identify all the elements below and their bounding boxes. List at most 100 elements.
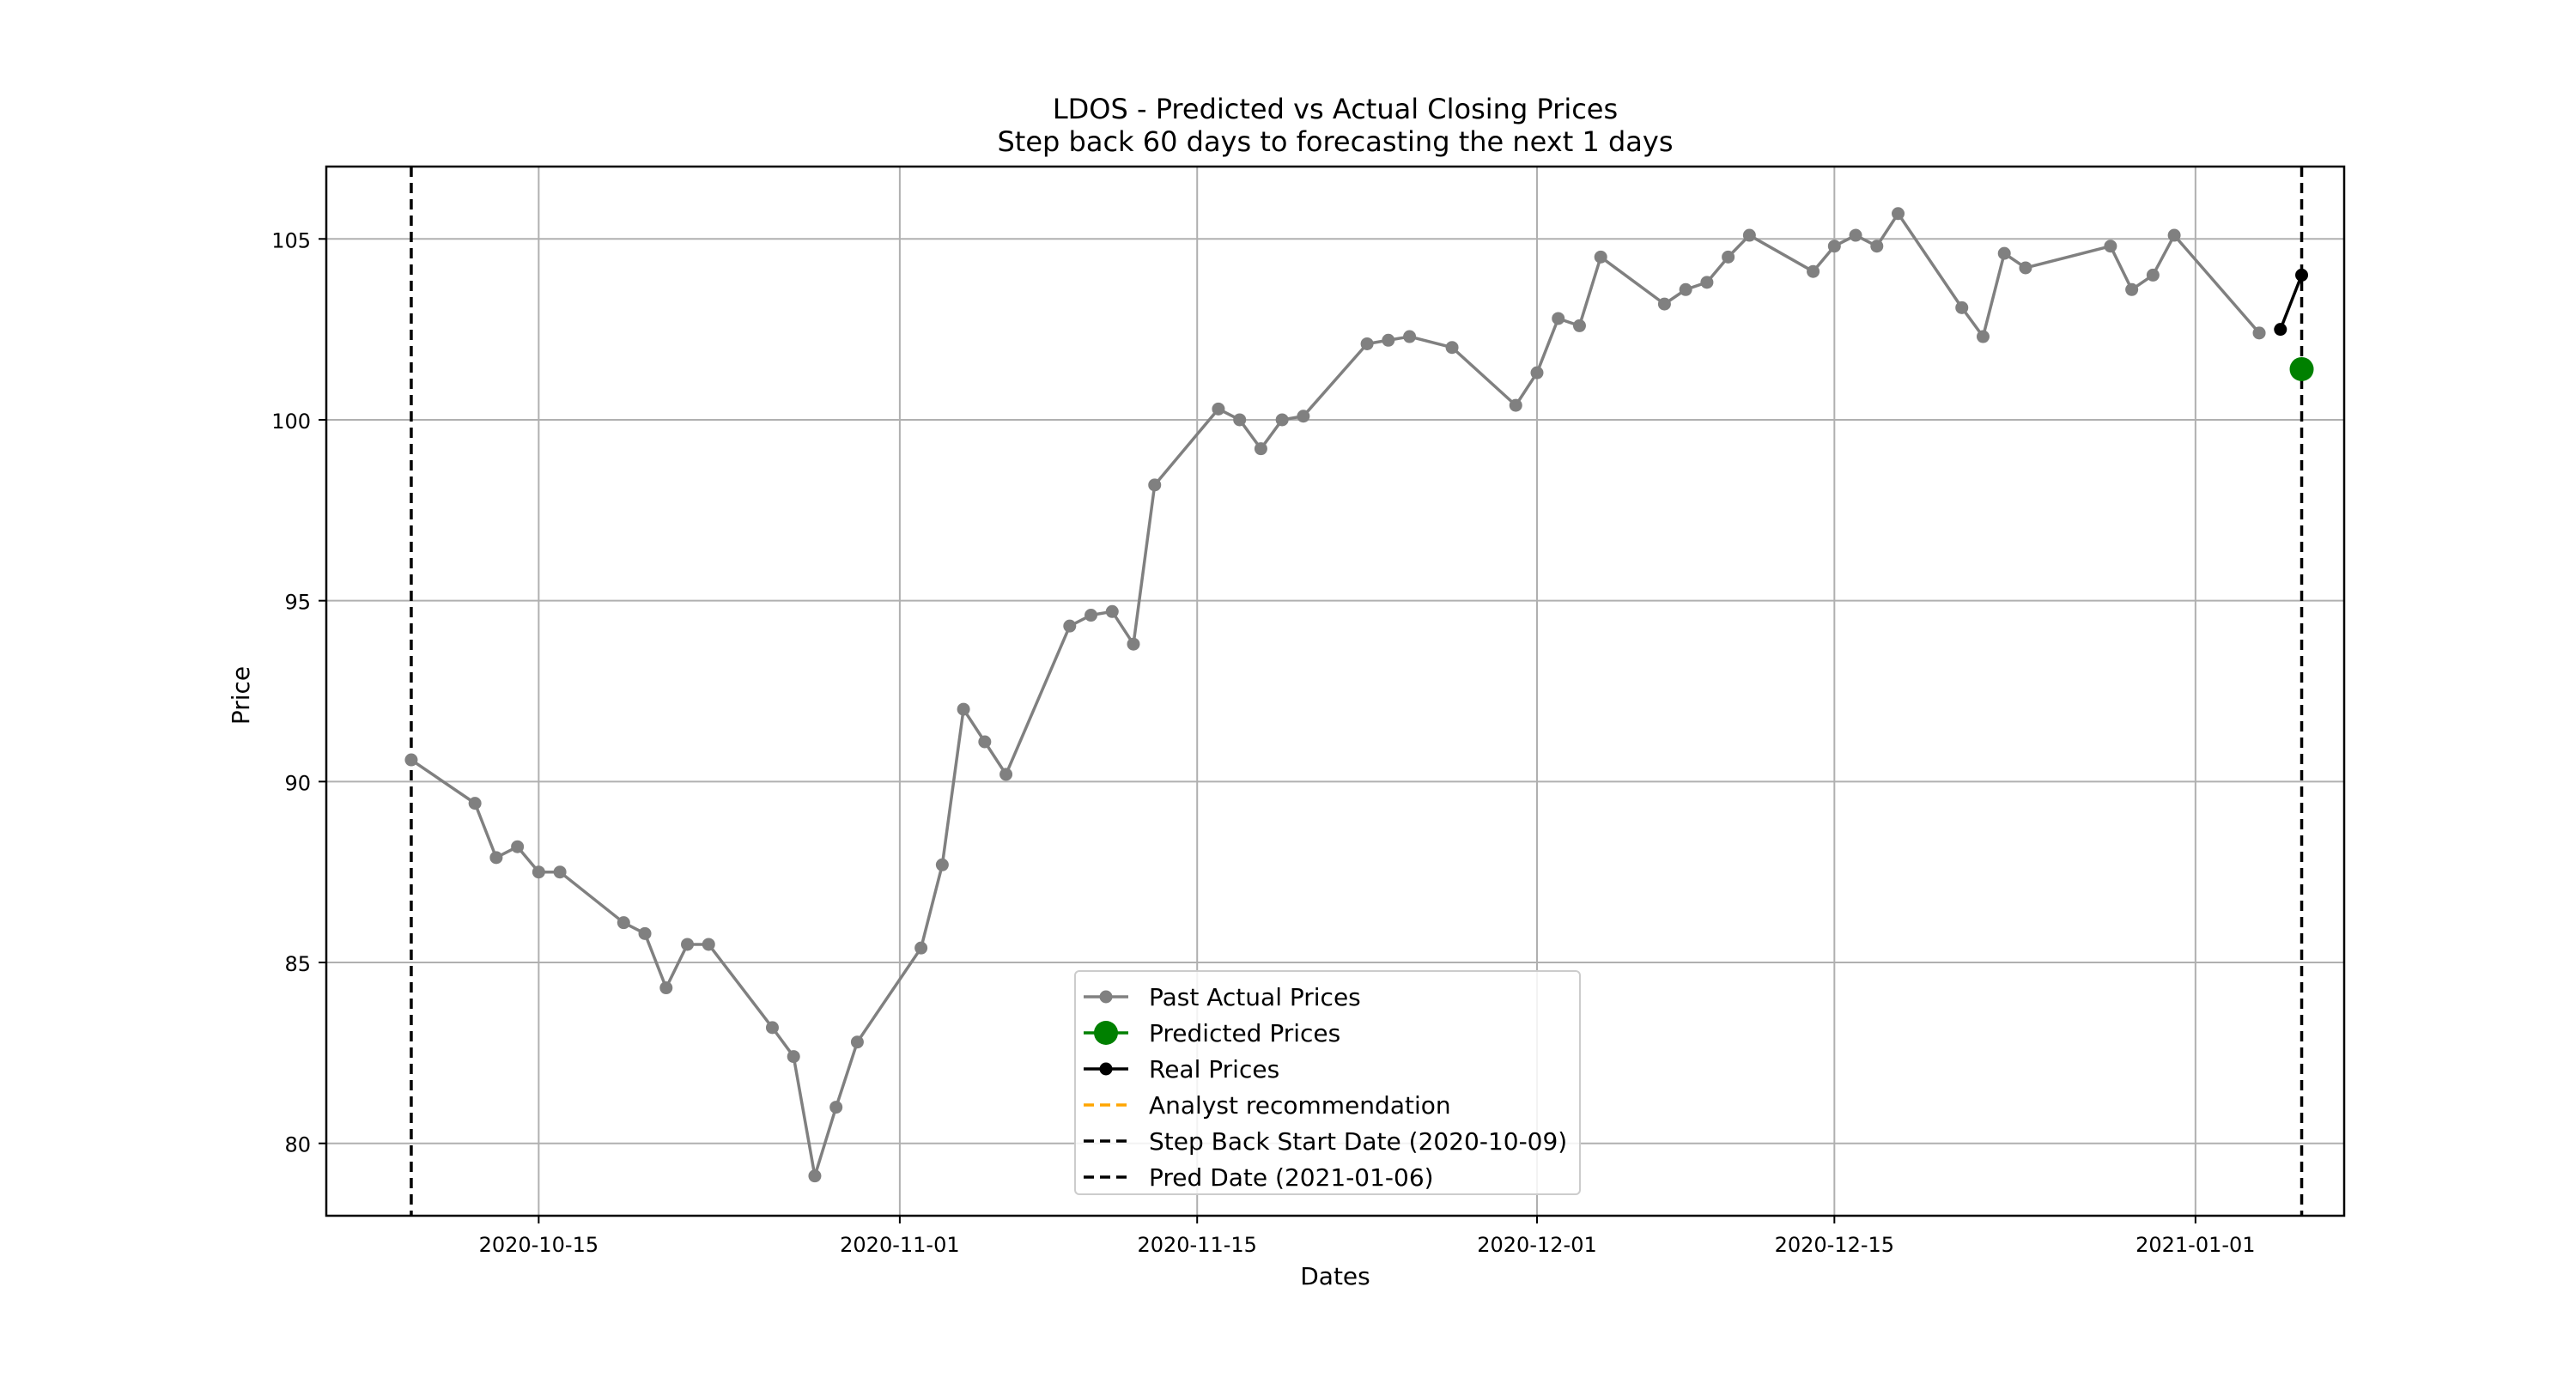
past-actual-price-point	[1742, 228, 1756, 242]
past-actual-price-point	[935, 858, 949, 871]
legend-entry-analyst: Analyst recommendation	[1084, 1091, 1451, 1120]
past-actual-price-point	[957, 702, 970, 716]
past-actual-price-point	[1679, 282, 1692, 296]
y-tick-label: 105	[271, 228, 311, 252]
past-actual-price-point	[1594, 250, 1607, 264]
past-actual-price-point	[1997, 246, 2011, 260]
past-actual-price-point	[2125, 282, 2139, 296]
x-tick-label: 2020-10-15	[479, 1233, 598, 1257]
past-actual-price-point	[999, 768, 1013, 781]
past-actual-price-point	[1063, 619, 1077, 633]
past-actual-price-point	[1572, 319, 1586, 332]
past-actual-price-point	[1807, 264, 1820, 278]
y-tick-label: 100	[271, 410, 311, 434]
past-actual-price-point	[978, 735, 992, 749]
x-tick-label: 2020-11-15	[1137, 1233, 1256, 1257]
legend-entry-step-back: Step Back Start Date (2020-10-09)	[1084, 1127, 1567, 1156]
x-axis-label: Dates	[1300, 1262, 1370, 1290]
past-actual-price-point	[1700, 276, 1714, 289]
legend-handle-marker	[1099, 1062, 1113, 1076]
grid	[326, 167, 2344, 1216]
past-actual-price-point	[532, 865, 545, 879]
past-actual-price-point	[2019, 261, 2032, 275]
chart-title: LDOS - Predicted vs Actual Closing Price…	[1053, 93, 1618, 125]
legend-label: Predicted Prices	[1149, 1019, 1340, 1047]
past-actual-price-point	[1127, 637, 1140, 651]
past-actual-price-point	[489, 851, 503, 865]
past-actual-price-point	[2104, 240, 2117, 253]
past-actual-price-point	[553, 865, 567, 879]
legend-label: Past Actual Prices	[1149, 983, 1361, 1011]
past-actual-price-point	[1722, 250, 1735, 264]
past-actual-price-point	[850, 1035, 864, 1049]
past-actual-price-point	[2146, 268, 2160, 282]
x-tick-label: 2020-11-01	[840, 1233, 959, 1257]
legend-label: Analyst recommendation	[1149, 1091, 1451, 1120]
legend-entry-past-actual: Past Actual Prices	[1084, 983, 1361, 1011]
past-actual-price-point	[1657, 297, 1671, 311]
y-axis-label: Price	[227, 666, 255, 725]
y-tick-label: 90	[284, 771, 311, 795]
past-actual-price-point	[1827, 240, 1841, 253]
past-actual-price-point	[829, 1101, 843, 1114]
predicted-price-point	[2289, 356, 2314, 381]
past-actual-price-point	[511, 840, 525, 853]
past-actual-price-point	[914, 941, 928, 955]
plot-frame	[325, 165, 2346, 1217]
past-actual-price-point	[1849, 228, 1862, 242]
legend: Past Actual Prices Predicted Prices Real P…	[1074, 970, 1581, 1195]
legend-box	[1074, 970, 1581, 1195]
legend-label: Step Back Start Date (2020-10-09)	[1149, 1127, 1567, 1156]
past-actual-price-point	[1105, 604, 1119, 618]
past-actual-price-point	[765, 1021, 779, 1035]
past-actual-price-point	[702, 938, 715, 951]
real-prices-line	[2279, 274, 2304, 331]
past-actual-price-point	[1275, 413, 1289, 427]
legend-entry-real: Real Prices	[1084, 1055, 1279, 1084]
legend-entry-predicted: Predicted Prices	[1084, 1019, 1340, 1047]
past-actual-price-point	[1552, 312, 1565, 325]
past-actual-price-point	[1254, 442, 1267, 456]
axis-ticks: 2020-10-15 2020-11-01 2020-11-15 2020-12-01…	[271, 228, 2255, 1257]
legend-label: Real Prices	[1149, 1055, 1279, 1084]
x-tick-label: 2021-01-01	[2136, 1233, 2255, 1257]
past-actual-price-point	[1955, 300, 1969, 314]
x-tick-label: 2020-12-15	[1775, 1233, 1894, 1257]
legend-handle-marker	[1094, 1021, 1118, 1045]
past-actual-price-point	[1530, 366, 1544, 379]
past-actual-price-point	[787, 1050, 800, 1064]
past-actual-price-point	[1297, 410, 1310, 423]
past-actual-price-point	[808, 1169, 822, 1183]
past-actual-price-point	[1509, 398, 1522, 412]
real-price-point	[2274, 323, 2287, 337]
past-actual-price-point	[2167, 228, 2181, 242]
past-actual-price-point	[1403, 330, 1417, 343]
reference-lines	[410, 167, 2304, 1216]
past-actual-price-point	[1360, 337, 1374, 350]
y-tick-label: 80	[284, 1133, 311, 1157]
x-tick-label: 2020-12-01	[1477, 1233, 1596, 1257]
data-series	[404, 207, 2314, 1183]
past-actual-price-point	[1212, 402, 1225, 416]
legend-label: Pred Date (2021-01-06)	[1149, 1163, 1434, 1192]
legend-handle-marker	[1099, 990, 1113, 1004]
past-actual-price-point	[617, 916, 630, 930]
past-actual-price-point	[468, 797, 482, 810]
past-actual-price-point	[1233, 413, 1247, 427]
past-actual-price-point	[1892, 207, 1905, 221]
real-price-point	[2295, 268, 2309, 282]
past-actual-price-point	[1084, 609, 1098, 622]
y-tick-label: 85	[284, 952, 311, 976]
past-actual-price-point	[1445, 341, 1459, 355]
legend-entry-pred-date: Pred Date (2021-01-06)	[1084, 1163, 1434, 1192]
past-actual-price-point	[404, 753, 418, 767]
past-actual-price-point	[1382, 333, 1395, 347]
past-actual-price-point	[2252, 326, 2266, 340]
chart-subtitle: Step back 60 days to forecasting the nex…	[997, 125, 1673, 158]
past-actual-price-point	[1976, 330, 1990, 343]
past-actual-price-point	[1148, 478, 1162, 492]
past-actual-price-point	[681, 938, 695, 951]
past-actual-price-point	[1870, 240, 1884, 253]
